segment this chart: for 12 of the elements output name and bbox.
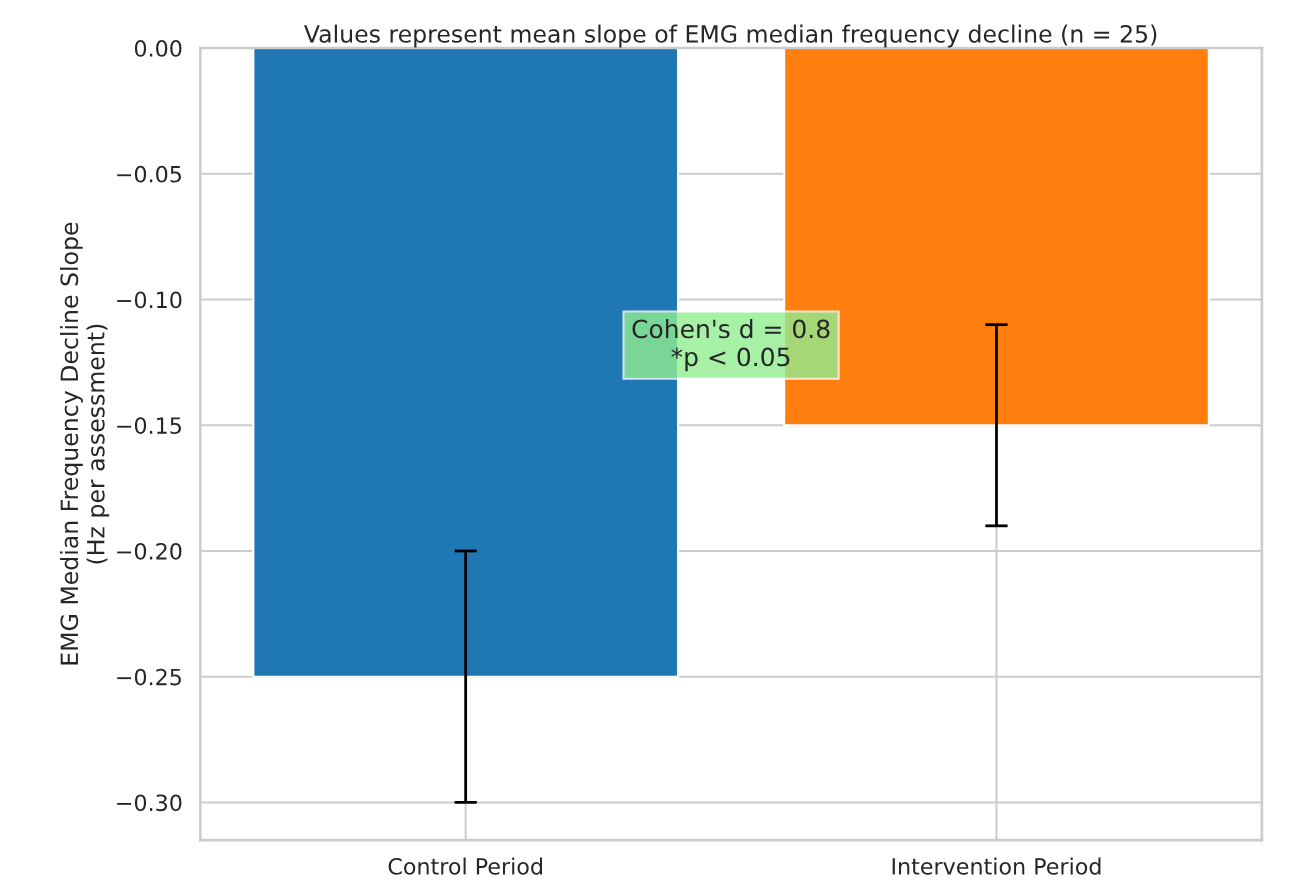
y-tick-label: −0.20 [117,542,182,560]
y-tick-label: −0.05 [117,165,181,183]
x-tick-label: Control Period [388,857,542,875]
annotation: Cohen's d = 0.8 *p < 0.05 [632,319,830,372]
chart-title: Values represent mean slope of EMG median frequency decline (n = 25) [304,24,1157,48]
y-axis-title: EMG Median Frequency Decline Slope (Hz per assessment) [59,222,110,665]
y-tick-label: −0.15 [117,417,181,435]
x-tick-label: Intervention Period [892,857,1101,875]
y-tick-label: −0.10 [117,291,182,309]
y-tick-label: −0.30 [117,794,182,812]
y-tick-label: −0.25 [117,668,181,686]
y-tick-label: 0.00 [134,40,182,57]
